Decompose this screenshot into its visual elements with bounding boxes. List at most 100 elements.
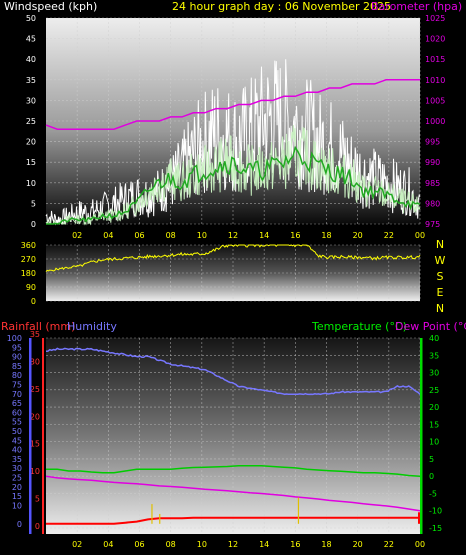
direction-line [45,244,421,272]
wind-tick-label: 20 [26,138,36,147]
x-tick-label: 18 [321,231,331,240]
humidity-tick-label: 70 [12,390,22,399]
baro-tick-label: 995 [425,138,440,147]
x-tick-label: 16 [290,231,300,240]
humidity-tick-label: 10 [12,501,22,510]
wind-gust-line [45,59,421,225]
humidity-tick-label: 65 [12,399,22,408]
wind-tick-label: 25 [26,117,36,126]
humidity-tick-label: 100 [7,334,22,343]
dir-tick-label: 0 [31,297,36,306]
rain-tick-label: 0 [35,522,40,531]
baro-tick-label: 1010 [425,76,445,85]
dir-tick-label: 360 [21,241,36,250]
temp-tick-label: 25 [429,386,439,395]
x-tick-label: 20 [353,231,363,240]
x-tick-label: 06 [134,540,144,549]
baro-tick-label: 1025 [425,14,445,23]
dir-tick-label: 90 [26,283,36,292]
compass-letter: S [437,270,444,283]
temp-tick-label: 0 [429,472,434,481]
temp-tick-label: 40 [429,334,439,343]
baro-tick-label: 1005 [425,96,445,105]
dewpoint-label: Dew Point (°C) [395,320,466,333]
temp-axis-bar [420,338,423,534]
x-tick-label: 20 [353,540,363,549]
humidity-tick-label: 85 [12,362,22,371]
compass-letter: N [436,302,444,315]
humidity-tick-label: 60 [12,408,22,417]
dewpoint-line [45,475,421,512]
x-tick-label: 14 [259,231,269,240]
wind-tick-label: 50 [26,14,36,23]
temperature-line [46,465,421,477]
wind-tick-label: 10 [26,179,36,188]
temp-tick-label: 15 [429,420,439,429]
dir-tick-label: 180 [21,269,36,278]
baro-tick-label: 1020 [425,35,445,44]
graph-title: 24 hour graph day : 06 November 2025 [172,0,391,13]
x-tick-label: 12 [228,231,238,240]
temp-tick-label: 10 [429,438,439,447]
baro-tick-label: 990 [425,158,440,167]
x-tick-label: 12 [228,540,238,549]
humidity-tick-label: 40 [12,446,22,455]
baro-tick-label: 1000 [425,117,445,126]
x-tick-label: 04 [103,231,113,240]
x-tick-label: 02 [72,540,82,549]
baro-label: Barometer (hpa) [371,0,462,13]
wind-tick-label: 15 [26,158,36,167]
humidity-tick-label: 15 [12,492,22,501]
rain-axis-bar [42,338,44,534]
baro-tick-label: 975 [425,220,440,229]
rain-tick-label: 10 [30,467,40,476]
baro-tick-label: 980 [425,199,440,208]
baro-tick-label: 1015 [425,55,445,64]
dir-tick-label: 270 [21,255,36,264]
humidity-tick-label: 55 [12,418,22,427]
rain-tick-label: 5 [35,495,40,504]
temp-tick-label: 30 [429,369,439,378]
humidity-tick-label: 90 [12,353,22,362]
humidity-tick-label: 20 [12,483,22,492]
rain-label: Rainfall (mm) [1,320,75,333]
humidity-tick-label: 0 [17,520,22,529]
humidity-tick-label: 95 [12,343,22,352]
rainfall-line [46,516,420,525]
barometer-line [45,79,420,130]
x-tick-label: 14 [259,540,269,549]
x-tick-label: 06 [134,231,144,240]
temp-tick-label: 5 [429,455,434,464]
wind-tick-label: 45 [26,35,36,44]
compass-letter: E [437,286,444,299]
temp-tick-label: 20 [429,403,439,412]
temp-tick-label: 35 [429,351,439,360]
chart-marks [45,59,421,525]
compass-letter: N [436,238,444,251]
humidity-tick-label: 35 [12,455,22,464]
x-tick-label: 02 [72,231,82,240]
compass-letter: W [435,254,446,267]
x-tick-label: 22 [384,540,394,549]
temp-tick-label: -5 [429,489,437,498]
wind-avg-light-line [45,125,421,226]
humidity-axis-bar [29,338,32,534]
humidity-tick-label: 45 [12,436,22,445]
x-tick-label: 22 [384,231,394,240]
x-tick-label: 00 [415,540,425,549]
x-tick-label: 08 [166,231,176,240]
rain-tick-label: 30 [30,357,40,366]
x-tick-label: 10 [197,231,207,240]
wind-tick-label: 5 [31,199,36,208]
x-tick-label: 04 [103,540,113,549]
wind-tick-label: 35 [26,76,36,85]
wind-avg-line [46,145,421,225]
x-tick-label: 00 [415,231,425,240]
rain-tick-label: 35 [30,330,40,339]
wind-label: Windspeed (kph) [4,0,97,13]
humidity-line [45,347,421,396]
humidity-tick-label: 30 [12,464,22,473]
temp-tick-label: -10 [429,507,442,516]
